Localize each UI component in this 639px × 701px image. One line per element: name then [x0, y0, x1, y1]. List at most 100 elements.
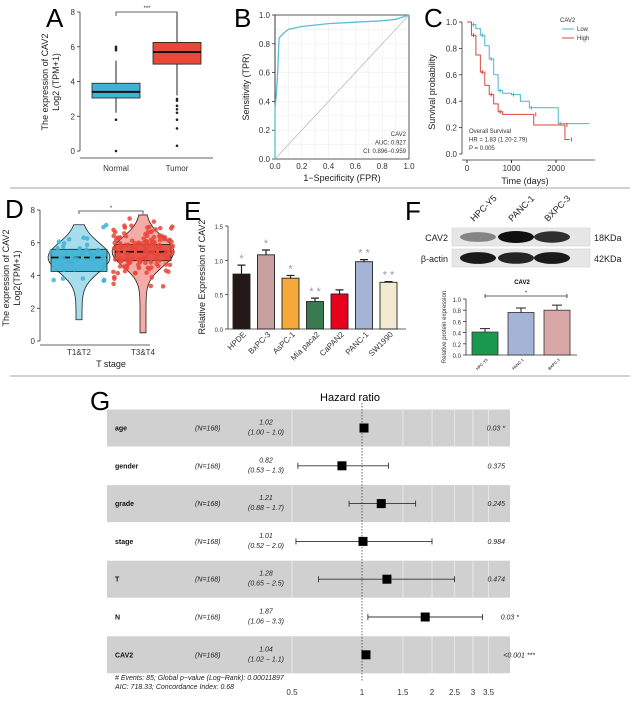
data-point	[132, 270, 138, 276]
error-bar	[360, 259, 368, 262]
data-point	[151, 250, 156, 256]
significance-bracket	[78, 210, 144, 214]
row-n: (N=168)	[195, 426, 220, 433]
y-tick-label: 2	[31, 304, 36, 313]
significance-label: * *	[358, 248, 370, 260]
row-label: stage	[115, 539, 133, 546]
x-tick-label: 3.5	[483, 688, 495, 697]
row-label: grade	[115, 501, 134, 508]
x-tick-label: 2.5	[449, 688, 461, 697]
data-point	[122, 223, 127, 229]
axis-label: Log2 (TPM+1)	[51, 53, 61, 111]
confidence-interval: (0.52 − 2.0)	[248, 543, 284, 550]
p-value: 0.984	[487, 539, 505, 546]
axis-label: Log2(TPM+1)	[12, 250, 22, 305]
p-value: 0.03 *	[501, 615, 520, 622]
data-point	[157, 258, 162, 263]
p-value: 0.03 *	[487, 426, 506, 433]
x-tick-label: 1.0	[403, 162, 415, 171]
data-point	[122, 268, 128, 274]
outlier-point	[175, 99, 179, 102]
outlier-point	[175, 127, 179, 130]
bar-panc-1	[355, 261, 373, 330]
p-value: 0.245	[487, 501, 505, 508]
roc-annotation: CI: 0.896−0.959	[363, 149, 407, 155]
x-tick-label: 0	[465, 164, 470, 173]
p-value: <0.001 ***	[503, 652, 535, 659]
data-point	[164, 249, 169, 255]
data-point	[149, 275, 155, 280]
axis-label: Relative protein expression	[442, 291, 448, 363]
data-point	[117, 264, 123, 269]
row-label: T	[115, 577, 120, 584]
data-point	[155, 252, 161, 258]
data-point	[51, 277, 56, 283]
data-point	[117, 241, 123, 246]
data-point	[136, 240, 141, 246]
axis-label: Sensitivity (TPR)	[241, 53, 251, 120]
error-bar	[480, 328, 490, 333]
data-point	[56, 239, 62, 244]
row-n: (N=168)	[195, 501, 220, 508]
significance-bracket	[115, 11, 178, 16]
data-point	[112, 276, 117, 282]
bar-capan2	[330, 293, 349, 330]
data-point	[63, 250, 68, 256]
protein-label: CAV2	[425, 233, 448, 243]
y-tick-label: 0.5	[215, 294, 224, 300]
protein-band	[534, 252, 570, 264]
survival-annotation: P = 0.005	[469, 146, 495, 152]
diagonal-reference-line	[274, 14, 410, 160]
y-tick-label: 2	[71, 112, 76, 121]
x-tick-label: 0.6	[350, 162, 362, 171]
outlier-point	[175, 108, 179, 111]
data-point	[160, 284, 166, 289]
survival-curve-high	[467, 21, 570, 140]
panel-letter-f: F	[405, 196, 421, 226]
significance-label: * *	[383, 270, 395, 282]
data-point	[115, 270, 121, 276]
data-point	[169, 251, 175, 256]
x-tick-label: 3	[471, 688, 476, 697]
data-point	[142, 243, 147, 248]
outlier-point	[114, 48, 118, 52]
outlier-point	[175, 104, 179, 108]
x-tick-label: 2	[430, 688, 435, 697]
error-bar	[335, 289, 344, 294]
data-point	[112, 245, 117, 251]
data-point	[155, 263, 161, 269]
data-point	[130, 244, 135, 250]
y-tick-label: 0.4	[259, 97, 271, 106]
x-tick-label: 2000	[547, 164, 565, 173]
x-tick-label: HPC-Y5	[475, 357, 489, 371]
data-point	[59, 262, 64, 268]
data-point	[74, 256, 80, 262]
outlier-point	[114, 118, 118, 122]
row-band	[107, 636, 510, 674]
x-tick-label: HPDE	[226, 330, 248, 352]
data-point	[72, 266, 77, 272]
row-band	[107, 485, 510, 523]
roc-annotation: CAV2	[391, 132, 407, 138]
data-point	[151, 234, 157, 240]
data-point	[149, 229, 155, 234]
x-tick-label: 0.4	[323, 162, 335, 171]
y-tick-label: 1.5	[215, 225, 224, 231]
data-point	[136, 262, 141, 268]
hazard-ratio-value: 1.28	[259, 571, 273, 578]
data-point	[55, 246, 60, 251]
outlier-point	[175, 144, 179, 148]
confidence-interval: (1.02 − 1.1)	[248, 656, 284, 663]
data-point	[101, 277, 107, 283]
y-tick-label: 1.0	[453, 298, 462, 304]
legend-label: Low	[577, 27, 589, 33]
protein-band	[498, 252, 534, 264]
data-point	[151, 219, 157, 224]
bar-bxpc-3	[257, 254, 275, 330]
x-tick-label: BXPC-3	[547, 357, 561, 371]
hazard-ratio-marker	[358, 536, 368, 546]
data-point	[113, 257, 118, 262]
data-point	[111, 227, 116, 233]
hazard-ratio-marker	[376, 499, 386, 509]
hazard-ratio-marker	[359, 423, 369, 433]
